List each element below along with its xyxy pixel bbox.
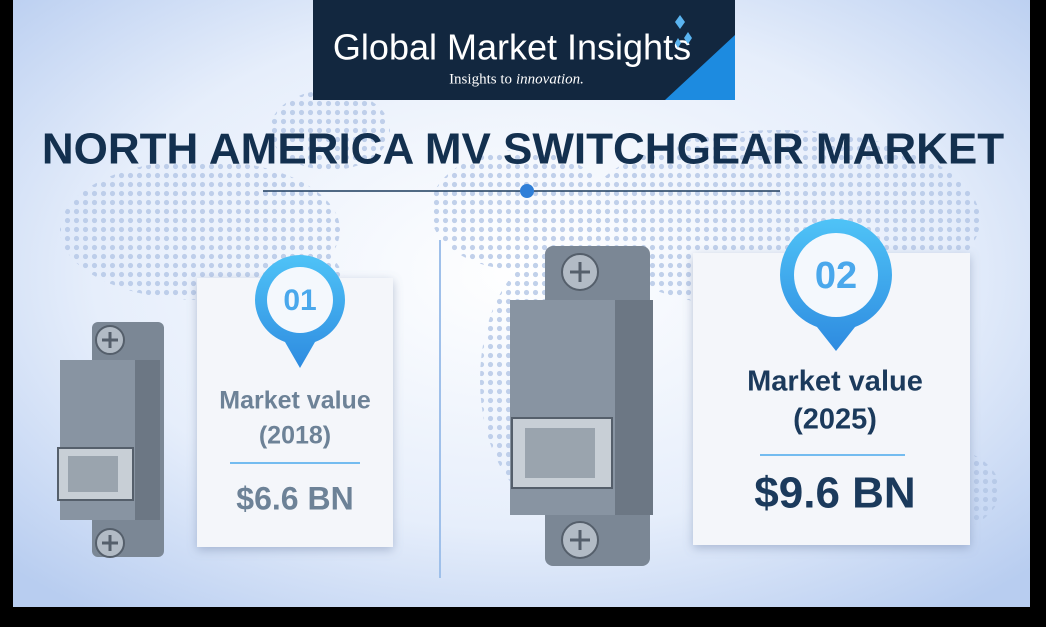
card-value: $9.6 BN	[754, 469, 915, 518]
logo-accent	[665, 35, 735, 100]
logo-box	[313, 0, 735, 100]
breaker-icon	[57, 322, 164, 558]
logo-diamonds	[675, 15, 692, 48]
badge-inner	[267, 267, 333, 333]
title: NORTH AMERICA MV SWITCHGEAR MARKET	[42, 125, 1004, 174]
card-value: $6.6 BN	[236, 480, 353, 516]
title-dot	[520, 184, 534, 198]
card-label: Market value	[747, 366, 923, 398]
logo-name: Global Market Insights	[333, 27, 691, 68]
logo-tagline: Insights to	[449, 71, 512, 87]
breaker-icon	[510, 246, 653, 566]
card-label: Market value	[219, 387, 371, 415]
badge-number: 01	[283, 284, 316, 317]
logo-tagline-emphasis: innovation.	[516, 71, 584, 87]
badge-number: 02	[815, 255, 857, 297]
card-year: (2025)	[793, 404, 877, 436]
badge-inner	[794, 233, 878, 317]
card-year: (2018)	[259, 422, 331, 450]
